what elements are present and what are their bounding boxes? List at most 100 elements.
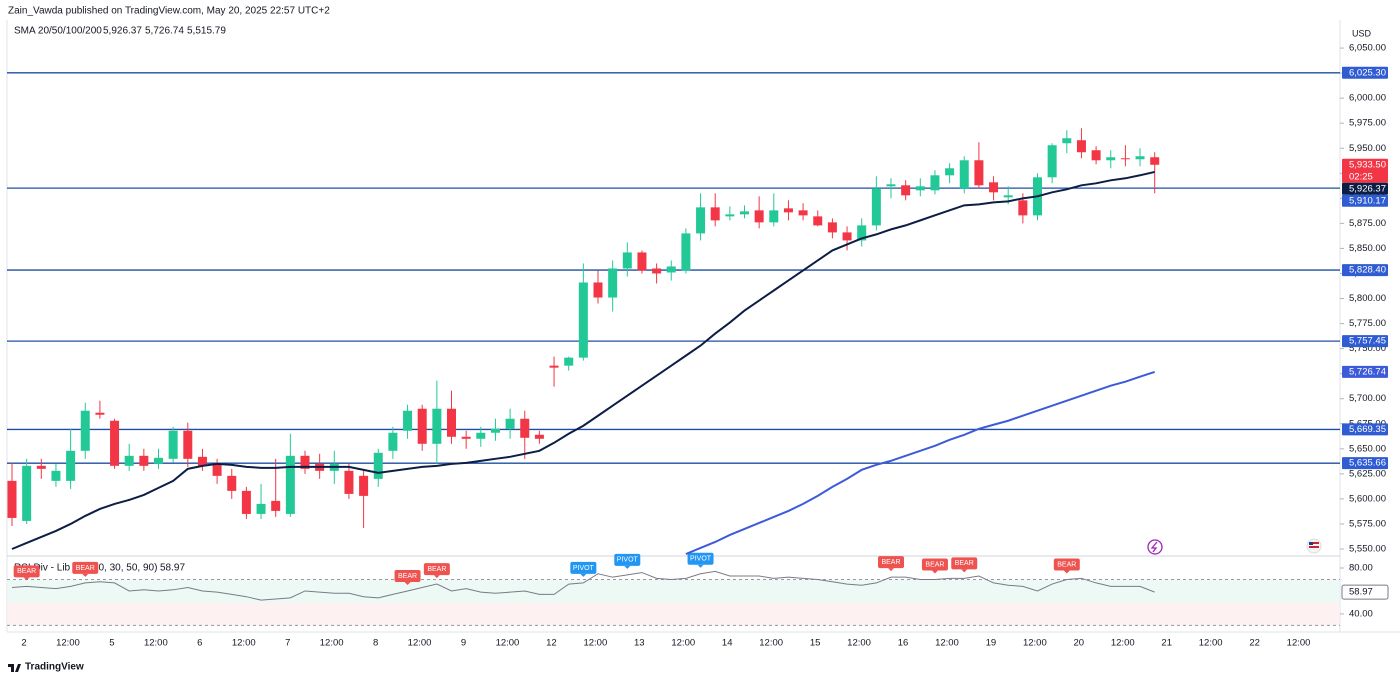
rsi-value-axis: 58.97	[1349, 587, 1373, 598]
price-label: 5,910.17	[1349, 195, 1386, 206]
x-tick-label: 12:00	[320, 638, 344, 649]
signal-pointer	[931, 570, 938, 574]
candle-body	[769, 210, 779, 223]
signal-box	[394, 569, 421, 582]
x-tick-label: 12:00	[1199, 638, 1223, 649]
candle-body	[915, 186, 925, 191]
candle-body	[154, 457, 163, 464]
candle-body	[1047, 145, 1057, 178]
x-tick-label: 15	[810, 638, 821, 649]
x-tick-label: 12:00	[496, 638, 520, 649]
x-tick-label: 19	[986, 638, 997, 649]
signal-label: BEAR	[398, 573, 417, 580]
y-tick-label: 6,000.00	[1349, 93, 1386, 104]
candle-body	[447, 408, 456, 437]
sma-line	[11, 170, 1155, 550]
candle-body	[212, 463, 222, 476]
x-tick-label: 13	[634, 638, 645, 649]
candle-body	[945, 168, 955, 176]
candle-body	[549, 365, 559, 368]
candle-body	[534, 434, 544, 439]
x-tick-label: 21	[1161, 638, 1172, 649]
price-label-box	[1342, 335, 1388, 348]
signal-pointer	[404, 581, 411, 585]
price-label: 5,757.45	[1349, 336, 1386, 347]
candle-body	[725, 214, 735, 217]
candle-body	[520, 418, 530, 438]
candle-body	[1120, 158, 1130, 160]
x-tick-label: 12:00	[583, 638, 607, 649]
y-tick-label: 5,800.00	[1349, 293, 1386, 304]
signal-box	[951, 557, 978, 570]
price-label-box	[1342, 66, 1388, 79]
signal-label: PIVOT	[617, 557, 639, 564]
candle-body	[637, 252, 647, 271]
candle-body	[285, 455, 295, 514]
signal-pointer	[624, 565, 631, 569]
signal-pointer	[23, 577, 30, 581]
signal-box	[570, 561, 597, 574]
price-label: 5,726.74	[1349, 366, 1386, 377]
logo	[8, 664, 21, 672]
signal-label: PIVOT	[690, 556, 712, 563]
candle-body	[959, 160, 969, 189]
y-tick-label: 5,875.00	[1349, 218, 1386, 229]
signal-box	[1053, 558, 1080, 571]
price-label-box	[1342, 264, 1388, 277]
price-label: 5,669.35	[1349, 424, 1386, 435]
price-label: 5,926.37	[1349, 183, 1386, 194]
candle-body	[886, 184, 896, 187]
x-tick-label: 9	[461, 638, 466, 649]
countdown: 02:25	[1349, 171, 1373, 182]
candle-body	[476, 432, 486, 439]
flag-icon[interactable]	[1306, 538, 1322, 554]
candle-body	[710, 207, 720, 221]
candle-body	[36, 465, 46, 469]
candle-body	[256, 503, 266, 514]
x-tick-label: 12:00	[1287, 638, 1311, 649]
candle-body	[901, 185, 911, 196]
x-tick-label: 12:00	[759, 638, 783, 649]
candle-body	[110, 420, 120, 466]
signal-box	[614, 553, 641, 566]
legend-value: 5,726.74	[145, 26, 184, 37]
candle-body	[813, 216, 823, 226]
signal-label: BEAR	[955, 560, 974, 567]
signal-pointer	[888, 568, 894, 572]
signal-pointer	[580, 573, 587, 577]
price-label: 5,933.50	[1349, 159, 1386, 170]
legend-value: 5,515.79	[187, 26, 226, 37]
x-tick-label: 16	[898, 638, 909, 649]
x-tick-label: 8	[373, 638, 378, 649]
rsi-band-lower	[7, 602, 1340, 626]
price-label: 5,635.66	[1349, 458, 1386, 469]
candle-body	[798, 210, 808, 216]
candle-body	[461, 436, 471, 439]
x-tick-label: 12:00	[408, 638, 432, 649]
candle-body	[842, 232, 852, 241]
candle-body	[51, 470, 61, 481]
candle-body	[696, 207, 706, 234]
signal-label: BEAR	[925, 561, 944, 568]
price-label-box	[1342, 365, 1388, 378]
y-tick-label: 6,050.00	[1349, 43, 1386, 54]
candle-body	[432, 408, 442, 444]
x-tick-label: 12	[546, 638, 557, 649]
candle-body	[1076, 140, 1086, 153]
candle-body	[740, 211, 749, 215]
x-tick-label: 22	[1249, 638, 1260, 649]
candle-body	[989, 182, 999, 193]
candle-body	[1135, 156, 1145, 160]
flash-icon[interactable]	[1147, 539, 1163, 555]
signal-box	[687, 552, 714, 565]
sma-line	[685, 370, 1156, 555]
signal-pointer	[697, 564, 704, 568]
candle-body	[1062, 138, 1072, 144]
candle-body	[608, 268, 618, 298]
candle-body	[124, 455, 134, 466]
candle-body	[95, 412, 105, 415]
candle-body	[783, 208, 793, 213]
candle-body	[564, 357, 574, 366]
signal-box	[921, 558, 948, 571]
